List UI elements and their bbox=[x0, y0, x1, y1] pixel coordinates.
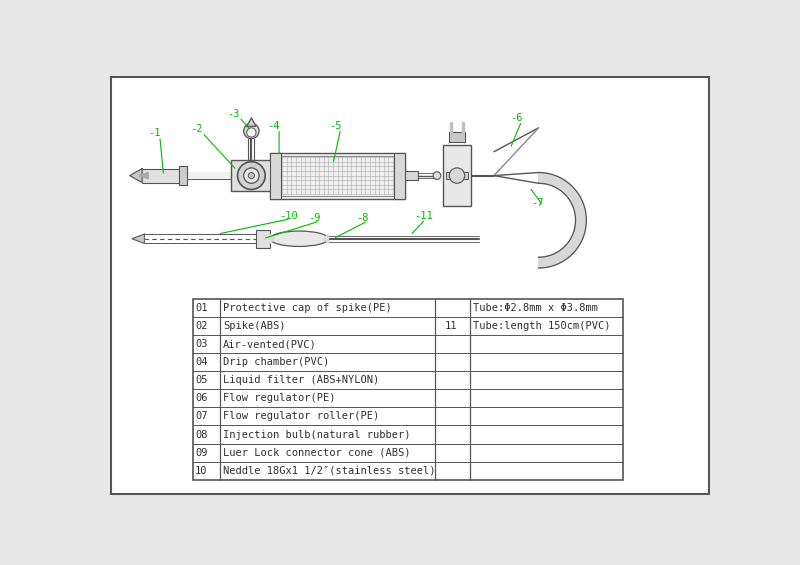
Bar bbox=[231, 160, 271, 191]
Text: -6: -6 bbox=[510, 113, 522, 123]
Text: -5: -5 bbox=[329, 120, 342, 131]
Polygon shape bbox=[130, 169, 142, 182]
Polygon shape bbox=[246, 118, 256, 127]
Text: Flow regulator(PE): Flow regulator(PE) bbox=[223, 393, 335, 403]
Text: -7: -7 bbox=[532, 198, 544, 207]
Bar bbox=[179, 166, 186, 185]
Text: -2: -2 bbox=[190, 124, 203, 134]
Text: -1: -1 bbox=[148, 128, 161, 138]
Polygon shape bbox=[132, 234, 144, 244]
Circle shape bbox=[244, 168, 259, 183]
Text: Luer Lock connector cone (ABS): Luer Lock connector cone (ABS) bbox=[223, 447, 410, 458]
Text: -3: -3 bbox=[227, 109, 240, 119]
Text: 01: 01 bbox=[195, 303, 208, 313]
Text: Liquid filter (ABS+NYLON): Liquid filter (ABS+NYLON) bbox=[223, 375, 379, 385]
Text: 04: 04 bbox=[195, 357, 208, 367]
Text: Tube:Φ2.8mm x Φ3.8mm: Tube:Φ2.8mm x Φ3.8mm bbox=[473, 303, 598, 313]
Circle shape bbox=[244, 123, 259, 138]
Polygon shape bbox=[324, 234, 328, 244]
Text: 11: 11 bbox=[445, 321, 457, 331]
Bar bbox=[394, 153, 405, 199]
Bar bbox=[186, 172, 238, 180]
Bar bbox=[450, 132, 465, 142]
Text: 06: 06 bbox=[195, 393, 208, 403]
Text: -4: -4 bbox=[267, 120, 280, 131]
Bar bbox=[193, 299, 622, 480]
Polygon shape bbox=[139, 172, 148, 179]
Polygon shape bbox=[270, 234, 274, 244]
Text: 02: 02 bbox=[195, 321, 208, 331]
Text: 03: 03 bbox=[195, 339, 208, 349]
Text: -10: -10 bbox=[279, 211, 298, 221]
Bar bbox=[270, 153, 281, 199]
Text: Drip chamber(PVC): Drip chamber(PVC) bbox=[223, 357, 329, 367]
Bar bbox=[142, 169, 182, 182]
Circle shape bbox=[450, 168, 465, 183]
Circle shape bbox=[246, 128, 256, 137]
Text: Flow regulator roller(PE): Flow regulator roller(PE) bbox=[223, 411, 379, 421]
Text: -9: -9 bbox=[308, 213, 321, 223]
Polygon shape bbox=[538, 172, 586, 268]
Text: -8: -8 bbox=[356, 213, 369, 223]
Text: Spike(ABS): Spike(ABS) bbox=[223, 321, 286, 331]
Circle shape bbox=[433, 172, 441, 180]
Bar bbox=[446, 172, 468, 180]
Circle shape bbox=[238, 162, 266, 189]
Text: 09: 09 bbox=[195, 447, 208, 458]
Text: Injection bulb(natural rubber): Injection bulb(natural rubber) bbox=[223, 429, 410, 440]
Bar bbox=[443, 145, 471, 206]
Text: 08: 08 bbox=[195, 429, 208, 440]
Text: 07: 07 bbox=[195, 411, 208, 421]
Text: 10: 10 bbox=[195, 466, 208, 476]
Bar bbox=[405, 171, 418, 180]
Ellipse shape bbox=[270, 231, 328, 246]
Bar bbox=[256, 229, 270, 248]
Text: Protective cap of spike(PE): Protective cap of spike(PE) bbox=[223, 303, 392, 313]
Text: Air-vented(PVC): Air-vented(PVC) bbox=[223, 339, 317, 349]
Circle shape bbox=[248, 172, 254, 179]
Text: -11: -11 bbox=[414, 211, 433, 221]
Text: 05: 05 bbox=[195, 375, 208, 385]
Text: Tube:length 150cm(PVC): Tube:length 150cm(PVC) bbox=[473, 321, 610, 331]
Bar bbox=[270, 153, 405, 199]
Text: Neddle 18Gx1 1/2″(stainless steel): Neddle 18Gx1 1/2″(stainless steel) bbox=[223, 466, 435, 476]
